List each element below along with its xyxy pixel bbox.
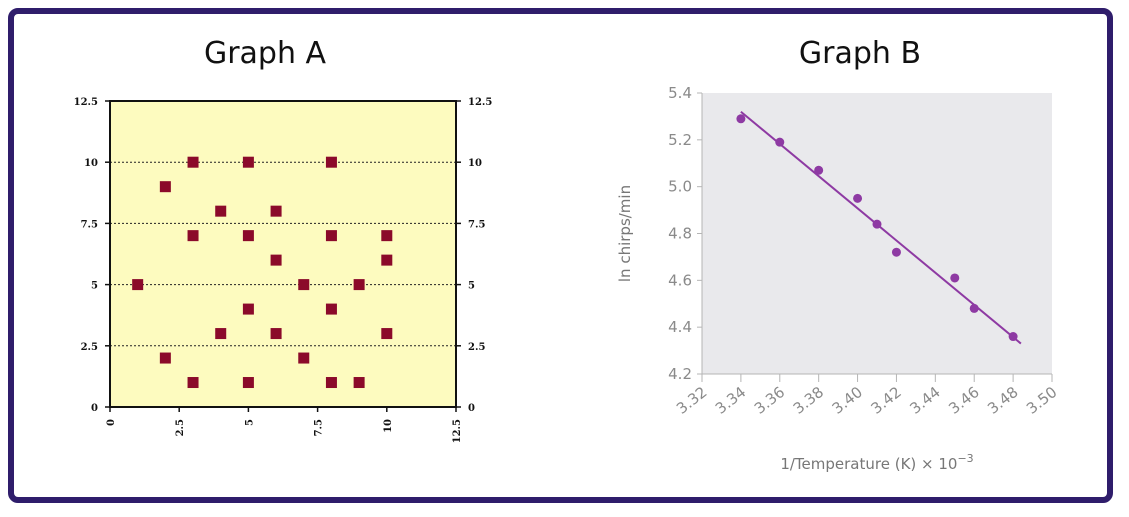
- graph-a-ytick-label-left: 0: [91, 403, 98, 414]
- graph-a-point: [215, 205, 227, 217]
- graph-a-point: [381, 254, 393, 266]
- graph-a-xtick-label: 10: [383, 419, 394, 433]
- graph-a-point: [187, 156, 199, 168]
- graph-a-point: [132, 279, 144, 291]
- graph-a-point: [187, 230, 199, 242]
- graph-b-ytick-label: 5.4: [668, 84, 692, 102]
- graph-b-point: [1008, 332, 1018, 342]
- graph-a-ytick-label-right: 0: [468, 403, 475, 414]
- graph-a-point: [270, 205, 282, 217]
- graph-b-point: [950, 273, 960, 283]
- graph-b-point: [736, 114, 746, 124]
- graph-a-point: [325, 230, 337, 242]
- graph-a-ytick-label-right: 10: [468, 158, 482, 169]
- graph-b-xtick-label: 3.42: [868, 383, 905, 418]
- graph-a-point: [353, 279, 365, 291]
- graph-a-ytick-label-left: 5: [91, 281, 98, 292]
- graph-a-point: [159, 352, 171, 364]
- graph-b-ytick-label: 5.0: [668, 178, 692, 196]
- graph-a-point: [325, 156, 337, 168]
- graph-a-point: [242, 156, 254, 168]
- graph-a-ytick-label-right: 2.5: [468, 342, 485, 353]
- graph-a-title: Graph A: [203, 36, 327, 71]
- graph-b-point: [872, 219, 882, 229]
- graph-a-point: [353, 377, 365, 389]
- graph-a-point: [215, 328, 227, 340]
- graph-a-point: [381, 328, 393, 340]
- graph-a-point: [270, 328, 282, 340]
- graph-b-xtick-label: 3.48: [984, 383, 1021, 418]
- graph-a-point: [187, 377, 199, 389]
- graph-a-border: [109, 100, 457, 408]
- graph-b-xlabel-text: 1/Temperature (K) × 10: [780, 455, 957, 473]
- graph-b-xlabel: 1/Temperature (K) × 10−3: [780, 452, 973, 473]
- graph-a-point: [298, 352, 310, 364]
- graph-b-xtick-label: 3.50: [1023, 383, 1060, 418]
- graph-a-point: [242, 303, 254, 315]
- graph-b-xtick-label: 3.40: [829, 383, 866, 418]
- graph-b-ylabel: ln chirps/min: [616, 185, 634, 282]
- graph-b-xtick-label: 3.32: [673, 383, 710, 418]
- graph-a-ytick-label-right: 5: [468, 281, 475, 292]
- graph-a-point: [325, 303, 337, 315]
- graph-a-xtick-label: 2.5: [175, 419, 186, 436]
- graph-a-point: [159, 181, 171, 193]
- graph-a-ytick-label-right: 12.5: [468, 97, 492, 108]
- graph-b-xtick-label: 3.44: [906, 383, 943, 418]
- graph-b-xtick-label: 3.34: [712, 383, 749, 418]
- graph-b-ytick-label: 5.2: [668, 131, 692, 149]
- graph-b-point: [853, 193, 863, 203]
- graph-b-xtick-label: 3.38: [790, 383, 827, 418]
- graph-b-point: [969, 303, 979, 313]
- graph-a-point: [242, 230, 254, 242]
- graph-a-point: [381, 230, 393, 242]
- graph-b-xtick-label: 3.36: [751, 383, 788, 418]
- graph-a-ytick-label-left: 7.5: [81, 219, 98, 230]
- graph-a-ytick-label-left: 2.5: [81, 342, 98, 353]
- graph-b-ytick-label: 4.8: [668, 225, 692, 243]
- graph-b-plot-area: [702, 93, 1052, 374]
- graph-b-xtick-label: 3.46: [945, 383, 982, 418]
- graph-a-xtick-label: 7.5: [314, 419, 325, 436]
- graph-a-point: [298, 279, 310, 291]
- graph-a-ytick-label-right: 7.5: [468, 219, 485, 230]
- graph-b-point: [775, 137, 785, 147]
- graph-a-point: [242, 377, 254, 389]
- graph-b-ytick-label: 4.2: [668, 365, 692, 383]
- graph-b-title: Graph B: [798, 36, 922, 71]
- graph-b-point: [891, 247, 901, 257]
- graph-a-xtick-label: 12.5: [452, 419, 463, 443]
- graph-a-point: [270, 254, 282, 266]
- graph-a-point: [325, 377, 337, 389]
- graph-a-ytick-label-left: 12.5: [74, 97, 98, 108]
- graph-a-ytick-label-left: 10: [84, 158, 98, 169]
- graph-b-ytick-label: 4.4: [668, 318, 692, 336]
- graph-a-xtick-label: 5: [244, 419, 255, 426]
- graph-b-xlabel-exponent: −3: [957, 452, 973, 465]
- graph-a-xtick-label: 0: [106, 419, 117, 426]
- graph-b-ytick-label: 4.6: [668, 271, 692, 289]
- graph-b-point: [814, 165, 824, 175]
